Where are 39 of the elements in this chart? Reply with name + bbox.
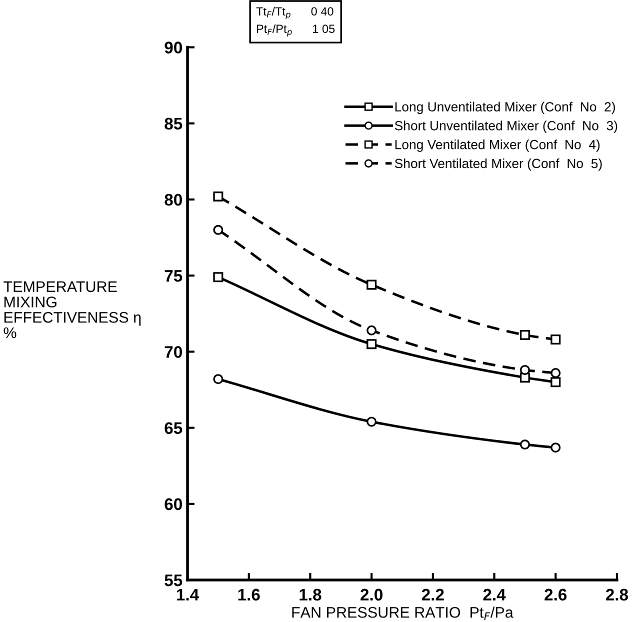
point — [213, 374, 224, 384]
legend-label: Long Ventilated Mixer (Conf No 4) — [395, 140, 600, 152]
point — [366, 416, 377, 427]
point — [550, 334, 561, 345]
y-tick-label: 75 — [164, 270, 182, 282]
legend-label: Short Unventilated Mixer (Conf No 3) — [394, 120, 618, 133]
x-tick-label: 2.8 — [606, 588, 628, 601]
text: Tt$_{F}$/Tt$_{p}$ 0 40 — [256, 6, 334, 20]
y-tick-label: 80 — [164, 194, 182, 206]
point — [213, 272, 224, 282]
x-axis-title: FAN PRESSURE RATIO Pt$_{F}$/Pa — [292, 606, 514, 620]
y-tick-label: 70 — [164, 346, 182, 358]
y-tick-label: 90 — [164, 42, 182, 54]
legend-label: Short Ventilated Mixer (Conf No 5) — [394, 158, 602, 171]
point — [213, 224, 224, 235]
point — [213, 191, 224, 202]
point — [520, 330, 530, 340]
y-axis-title: TEMPERATURE MIXING EFFECTIVENESS η % — [4, 281, 141, 338]
point — [550, 368, 561, 378]
x-tick-label: 1.8 — [300, 588, 322, 601]
point — [550, 377, 561, 388]
x-tick-label: 2.6 — [544, 588, 567, 601]
x-tick-label: 1.6 — [238, 588, 260, 601]
y-tick-label: 65 — [164, 422, 182, 434]
point — [366, 280, 377, 290]
y-tick-label: 85 — [164, 118, 182, 130]
point — [520, 364, 530, 375]
x-tick-label: 1.4 — [176, 588, 200, 600]
y-tick-label: 55 — [164, 574, 182, 586]
y-tick-label: 60 — [164, 498, 182, 510]
point — [366, 325, 377, 336]
x-tick-label: 2.2 — [422, 588, 444, 600]
point — [520, 440, 530, 450]
point — [366, 339, 377, 350]
x-tick-label: 2.4 — [483, 588, 506, 600]
point — [550, 442, 561, 453]
text: Pt$_{F}$/Pt$_{p}$ 1 05 — [256, 24, 335, 37]
legend-label: Long Unventilated Mixer (Conf No 2) — [395, 102, 615, 114]
x-tick-label: 2.0 — [360, 588, 382, 601]
